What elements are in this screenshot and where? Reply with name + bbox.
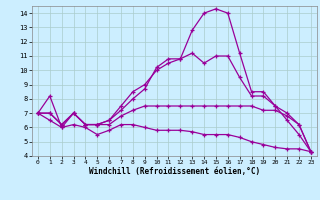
X-axis label: Windchill (Refroidissement éolien,°C): Windchill (Refroidissement éolien,°C)	[89, 167, 260, 176]
